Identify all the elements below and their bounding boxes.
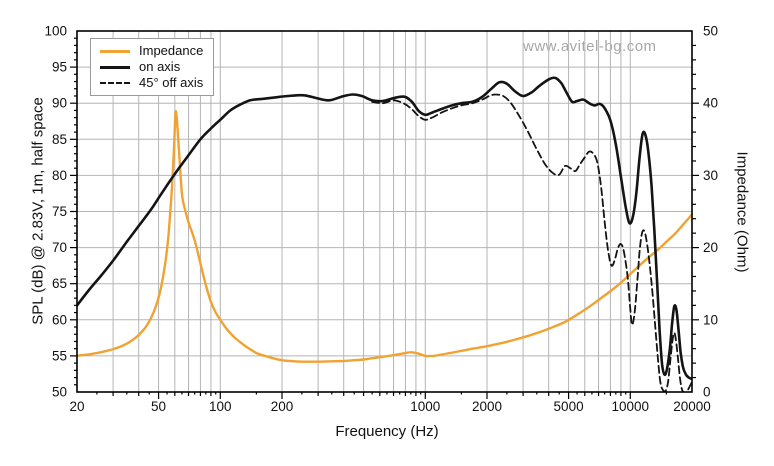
y-left-tick-label: 85	[52, 132, 67, 147]
axis-ticks	[70, 37, 699, 399]
y-left-tick-label: 90	[52, 96, 67, 111]
legend-item-off-axis: 45° off axis	[100, 75, 203, 91]
y-left-tick-label: 75	[52, 204, 67, 219]
watermark: www.avitel-bg.com	[523, 38, 657, 55]
y-right-tick-label: 10	[703, 312, 718, 327]
legend-label: 45° off axis	[139, 75, 204, 90]
legend-label: on axis	[139, 59, 181, 74]
off-axis-line-swatch	[100, 82, 130, 84]
y-left-tick-label: 100	[44, 24, 67, 39]
y-right-tick-label: 50	[703, 24, 718, 39]
impedance-line-swatch	[100, 49, 130, 53]
y-left-tick-label: 50	[52, 385, 67, 400]
y-left-tick-label: 65	[52, 276, 67, 291]
impedance-curve	[77, 110, 692, 363]
x-tick-label: 20	[69, 399, 84, 414]
y-left-tick-label: 95	[52, 60, 67, 75]
on-axis-curve	[77, 76, 692, 381]
x-tick-label: 2000	[472, 399, 502, 414]
grid-lines	[77, 31, 692, 392]
off-axis-curve	[371, 93, 692, 392]
on-axis-line-swatch	[100, 65, 130, 69]
x-tick-label: 1000	[410, 399, 440, 414]
y-left-tick-label: 70	[52, 240, 67, 255]
x-tick-label: 50	[151, 399, 166, 414]
legend-item-on-axis: on axis	[100, 59, 203, 75]
x-tick-label: 20000	[673, 399, 711, 414]
x-tick-label: 100	[209, 399, 232, 414]
y-right-tick-label: 30	[703, 168, 718, 183]
y-left-tick-label: 80	[52, 168, 67, 183]
x-tick-label: 200	[271, 399, 294, 414]
curves	[77, 76, 692, 392]
y-left-tick-label: 55	[52, 348, 67, 363]
x-tick-label: 10000	[612, 399, 650, 414]
y-right-tick-label: 0	[703, 385, 711, 400]
y-right-tick-label: 40	[703, 96, 718, 111]
y-right-axis-title: Impedance (Ohm)	[733, 151, 751, 273]
y-right-tick-label: 20	[703, 240, 718, 255]
x-tick-label: 5000	[554, 399, 584, 414]
legend: Impedance on axis 45° off axis	[90, 38, 215, 96]
legend-item-impedance: Impedance	[100, 43, 203, 59]
x-axis-title: Frequency (Hz)	[335, 423, 439, 440]
legend-label: Impedance	[139, 43, 204, 58]
y-left-axis-title: SPL (dB) @ 2.83V, 1m, half space	[29, 97, 47, 325]
y-left-tick-label: 60	[52, 312, 67, 327]
